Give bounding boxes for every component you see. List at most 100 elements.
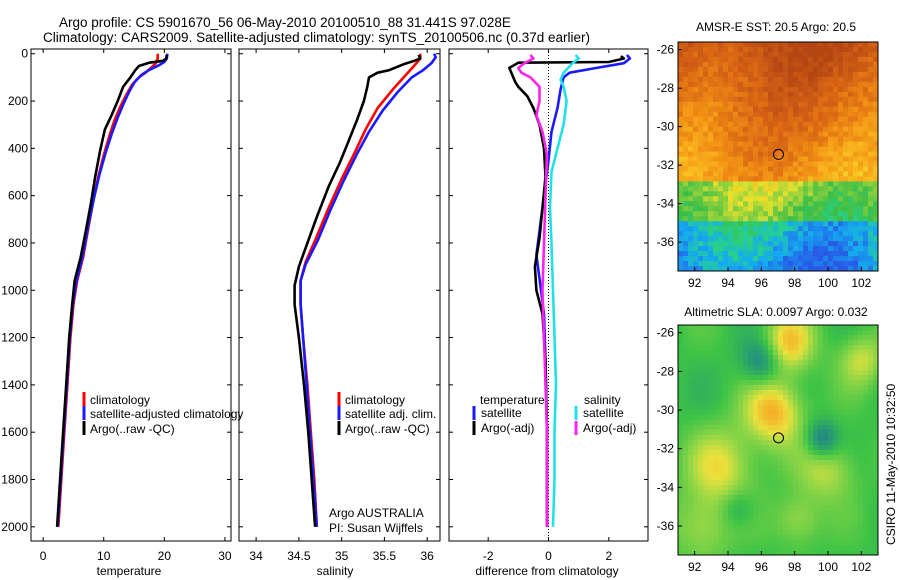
map-cell: [773, 490, 779, 496]
map-cell: [828, 500, 834, 506]
map-cell: [868, 211, 874, 217]
map-cell: [788, 435, 794, 441]
map-cell: [848, 256, 854, 262]
map-cell: [848, 450, 854, 456]
map-cell: [683, 350, 689, 356]
map-cell: [843, 460, 849, 466]
map-cell: [838, 360, 844, 366]
map-cell: [743, 385, 749, 391]
map-cell: [778, 211, 784, 217]
map-cell: [828, 365, 834, 371]
map-cell: [678, 495, 684, 501]
map-cell: [728, 415, 734, 421]
map-cell: [848, 380, 854, 386]
map-cell: [868, 395, 874, 401]
map-cell: [863, 395, 869, 401]
map-cell: [853, 375, 859, 381]
map-cell: [678, 370, 684, 376]
map-cell: [798, 325, 804, 331]
map-cell: [688, 370, 694, 376]
map-cell: [823, 251, 829, 257]
map-y-tick-label: -32: [657, 158, 675, 172]
map-cell: [783, 146, 789, 152]
map-cell: [818, 71, 824, 78]
map-cell: [713, 246, 719, 252]
map-cell: [793, 106, 799, 113]
map-cell: [823, 445, 829, 451]
map-cell: [773, 425, 779, 431]
map-cell: [798, 161, 804, 167]
map-cell: [868, 370, 874, 376]
map-cell: [743, 410, 749, 416]
map-cell: [768, 241, 774, 247]
map-cell: [863, 221, 869, 227]
map-cell: [818, 261, 824, 267]
map-cell: [718, 206, 724, 212]
map-cell: [683, 186, 689, 192]
map-cell: [803, 146, 809, 152]
map-cell: [698, 500, 704, 506]
map-cell: [758, 231, 764, 237]
map-cell: [828, 116, 834, 123]
map-cell: [728, 46, 734, 53]
map-cell: [863, 505, 869, 511]
map-cell: [768, 505, 774, 511]
map-cell: [733, 141, 739, 147]
map-cell: [743, 430, 749, 436]
map-cell: [723, 460, 729, 466]
map-cell: [748, 475, 754, 481]
map-cell: [728, 345, 734, 351]
map-cell: [808, 51, 814, 58]
map-cell: [693, 460, 699, 466]
map-cell: [733, 530, 739, 536]
map-cell: [708, 186, 714, 192]
map-cell: [738, 111, 744, 118]
map-cell: [713, 440, 719, 446]
map-cell: [753, 221, 759, 227]
map-cell: [753, 480, 759, 486]
map-y-tick-label: -28: [657, 81, 675, 95]
map-cell: [833, 445, 839, 451]
map-cell: [758, 345, 764, 351]
map-cell: [833, 380, 839, 386]
map-cell: [723, 101, 729, 108]
map-cell: [698, 61, 704, 68]
map-cell: [823, 206, 829, 212]
map-cell: [778, 340, 784, 346]
map-cell: [693, 66, 699, 73]
map-cell: [683, 146, 689, 152]
map-cell: [828, 66, 834, 73]
map-cell: [718, 450, 724, 456]
map-cell: [833, 166, 839, 172]
map-cell: [788, 131, 794, 137]
map-cell: [688, 455, 694, 461]
map-cell: [713, 256, 719, 262]
map-cell: [798, 96, 804, 103]
map-cell: [808, 360, 814, 366]
map-cell: [738, 480, 744, 486]
map-cell: [773, 430, 779, 436]
map-cell: [823, 425, 829, 431]
map-cell: [708, 375, 714, 381]
map-cell: [703, 405, 709, 411]
map-cell: [863, 121, 869, 128]
map-cell: [813, 241, 819, 247]
map-cell: [738, 405, 744, 411]
map-cell: [743, 161, 749, 167]
map-cell: [753, 530, 759, 536]
map-cell: [818, 420, 824, 426]
map-cell: [763, 335, 769, 341]
map-cell: [858, 176, 864, 182]
map-cell: [733, 56, 739, 63]
map-cell: [828, 106, 834, 113]
map-cell: [783, 380, 789, 386]
map-cell: [788, 445, 794, 451]
map-cell: [713, 480, 719, 486]
map-cell: [828, 201, 834, 207]
map-cell: [743, 126, 749, 133]
map-cell: [763, 390, 769, 396]
map-cell: [728, 515, 734, 521]
map-cell: [848, 206, 854, 212]
map-cell: [728, 440, 734, 446]
map-cell: [698, 101, 704, 108]
